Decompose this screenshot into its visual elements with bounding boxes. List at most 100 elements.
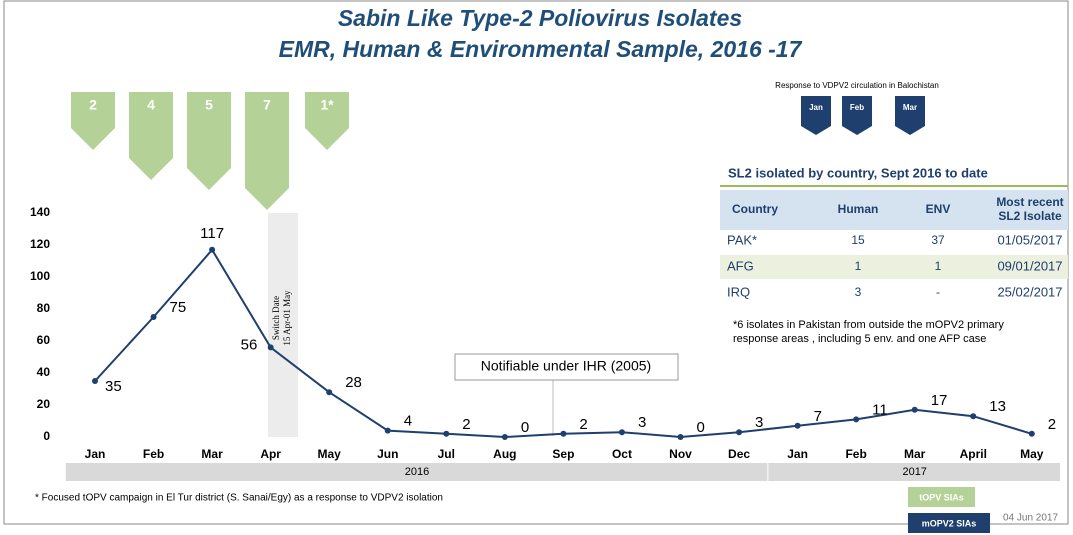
table-cell: PAK*	[727, 232, 757, 247]
x-tick-label: Mar	[201, 447, 223, 461]
table-row-bg	[720, 255, 1068, 279]
x-tick-label: Nov	[669, 447, 692, 461]
topv-marker	[129, 92, 173, 180]
x-tick-label: Sep	[552, 447, 574, 461]
legend-label: tOPV SIAs	[919, 492, 964, 502]
topv-label: 2	[89, 97, 97, 113]
data-label: 35	[105, 378, 122, 395]
chart-subtitle: EMR, Human & Environmental Sample, 2016 …	[279, 36, 803, 62]
data-point	[853, 416, 860, 423]
topv-label: 4	[147, 97, 155, 113]
table-cell: 01/05/2017	[997, 232, 1062, 247]
y-tick-label: 120	[30, 237, 50, 251]
x-tick-label: Feb	[845, 447, 866, 461]
legend-swatch	[908, 487, 975, 507]
x-tick-label: April	[960, 447, 987, 461]
table-cell: 37	[931, 233, 945, 247]
data-point	[1028, 430, 1035, 437]
mopv2-label: Feb	[850, 103, 864, 112]
y-tick-label: 140	[30, 205, 50, 219]
table-note: *6 isolates in Pakistan from outside the…	[733, 319, 1004, 331]
data-point	[794, 422, 801, 429]
mopv2-title: Response to VDPV2 circulation in Balochi…	[775, 81, 939, 90]
data-label: 117	[200, 225, 224, 242]
data-point	[911, 406, 918, 413]
data-point	[150, 314, 157, 320]
table-cell: IRQ	[727, 284, 750, 299]
data-point	[384, 427, 391, 434]
topv-marker	[187, 92, 231, 190]
mopv2-label: Jan	[809, 103, 823, 112]
mopv2-marker	[842, 96, 872, 135]
legend-swatch	[908, 513, 990, 533]
x-tick-label: Jun	[377, 447, 398, 461]
data-label: 0	[697, 419, 705, 436]
x-tick-label: Aug	[493, 447, 516, 461]
data-label: 2	[579, 416, 587, 433]
footnote: * Focused tOPV campaign in El Tur distri…	[35, 493, 443, 504]
data-point	[501, 434, 508, 440]
topv-marker	[245, 92, 289, 210]
table-header: SL2 Isolate	[998, 209, 1062, 223]
table-cell: 25/02/2017	[997, 284, 1062, 299]
topv-marker	[305, 92, 349, 150]
mopv2-marker	[895, 96, 925, 135]
table-cell: 1	[855, 259, 862, 273]
table-header: Most recent	[996, 195, 1063, 209]
table-note: response areas , including 5 env. and on…	[733, 333, 986, 345]
y-tick-label: 0	[43, 429, 50, 443]
data-label: 2	[462, 416, 470, 433]
year-label: 2016	[405, 466, 429, 478]
y-tick-label: 40	[37, 365, 51, 379]
legend-label: mOPV2 SIAs	[922, 518, 977, 528]
table-header: Human	[838, 202, 879, 216]
data-label: 0	[521, 419, 529, 436]
topv-marker	[71, 92, 115, 150]
table-cell: 3	[855, 285, 862, 299]
topv-label: 1*	[320, 97, 334, 113]
data-point	[326, 389, 333, 396]
data-label: 7	[814, 408, 822, 425]
table-header: Country	[732, 202, 778, 216]
data-label: 56	[241, 336, 258, 353]
data-label: 17	[931, 392, 948, 409]
y-tick-label: 60	[37, 333, 51, 347]
table-header-bg	[720, 190, 1068, 230]
mopv2-marker	[801, 96, 831, 135]
switch-band	[268, 213, 298, 437]
data-point	[736, 429, 743, 436]
data-label: 2	[1048, 416, 1056, 433]
x-tick-label: Oct	[612, 447, 632, 461]
x-tick-label: Jan	[85, 447, 106, 461]
y-tick-label: 80	[37, 301, 51, 315]
chart-title: Sabin Like Type-2 Poliovirus Isolates	[338, 5, 742, 31]
data-point	[677, 434, 684, 440]
data-label: 3	[755, 414, 763, 431]
data-label: 28	[345, 374, 362, 391]
data-label: 4	[404, 413, 412, 430]
table-header: ENV	[926, 202, 951, 216]
mopv2-label: Mar	[903, 103, 917, 112]
data-point	[618, 429, 625, 436]
data-label: 13	[989, 398, 1006, 415]
data-point	[560, 430, 567, 437]
data-point	[970, 413, 977, 420]
table-cell: -	[936, 285, 940, 299]
date: 04 Jun 2017	[1003, 513, 1058, 524]
x-tick-label: May	[1020, 447, 1044, 461]
data-point	[92, 378, 98, 384]
table-cell: 15	[851, 233, 865, 247]
switch-date: 15 Apr-01 May	[282, 290, 292, 346]
switch-date: Switch Date	[271, 296, 281, 340]
x-tick-label: Apr	[260, 447, 281, 461]
y-tick-label: 20	[37, 397, 51, 411]
x-tick-label: Feb	[143, 447, 164, 461]
data-point	[443, 430, 450, 437]
data-label: 75	[170, 299, 187, 316]
table-cell: 09/01/2017	[997, 258, 1062, 273]
annotation-box	[454, 353, 679, 381]
data-label: 11	[872, 401, 888, 418]
x-tick-label: May	[318, 447, 342, 461]
year-band	[768, 463, 1061, 481]
x-tick-label: Dec	[728, 447, 750, 461]
